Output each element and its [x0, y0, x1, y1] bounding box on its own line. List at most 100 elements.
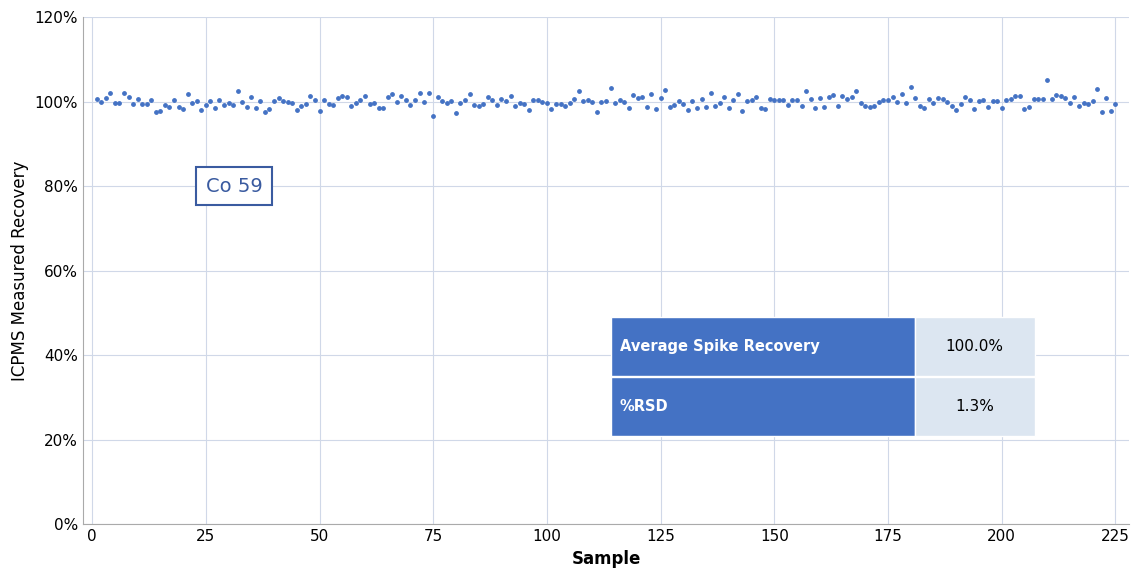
Point	[656, 85, 674, 94]
Point	[969, 96, 988, 105]
Point	[247, 104, 265, 113]
Point	[788, 96, 806, 105]
Point	[852, 98, 870, 108]
Point	[620, 104, 638, 113]
Text: 1.3%: 1.3%	[956, 399, 994, 414]
Point	[911, 102, 929, 111]
Point	[1024, 94, 1042, 104]
Point	[474, 100, 493, 109]
Point	[716, 93, 734, 102]
Point	[137, 100, 155, 109]
Point	[215, 100, 233, 109]
Point	[351, 95, 369, 104]
Point	[943, 102, 961, 111]
Point	[102, 89, 120, 98]
Point	[884, 93, 902, 102]
Point	[711, 99, 729, 108]
Point	[424, 111, 442, 120]
Point	[178, 89, 197, 98]
Point	[652, 94, 670, 103]
Point	[438, 98, 456, 108]
Point	[601, 83, 620, 93]
Point	[906, 94, 925, 103]
Point	[493, 94, 511, 104]
Point	[114, 89, 133, 98]
Point	[537, 98, 555, 108]
Point	[833, 91, 852, 101]
Point	[583, 97, 601, 107]
Point	[815, 102, 833, 112]
Point	[410, 89, 429, 98]
Point	[702, 89, 720, 98]
Point	[929, 93, 948, 102]
Point	[442, 97, 461, 106]
Point	[792, 101, 810, 110]
Point	[297, 100, 315, 109]
Point	[279, 98, 297, 107]
Point	[447, 108, 465, 117]
Point	[288, 105, 306, 115]
Point	[123, 100, 142, 109]
Point	[633, 93, 652, 102]
Point	[520, 105, 538, 114]
Point	[315, 96, 334, 105]
Point	[555, 101, 574, 111]
Point	[183, 98, 201, 108]
Point	[1029, 94, 1047, 104]
Point	[511, 99, 529, 108]
Point	[820, 93, 838, 102]
Point	[983, 96, 1001, 105]
Point	[465, 100, 483, 109]
Point	[483, 95, 502, 104]
Point	[997, 95, 1015, 104]
Point	[429, 93, 447, 102]
Point	[606, 98, 624, 107]
Point	[720, 104, 738, 113]
Point	[578, 96, 597, 105]
Point	[187, 97, 206, 106]
Point	[697, 102, 716, 111]
Point	[151, 107, 169, 116]
Point	[105, 98, 123, 108]
Point	[1042, 94, 1061, 103]
Point	[965, 104, 983, 113]
Point	[533, 97, 551, 107]
Point	[574, 96, 592, 105]
Point	[456, 95, 474, 104]
Point	[1061, 99, 1079, 108]
Point	[401, 101, 419, 110]
FancyBboxPatch shape	[612, 317, 914, 376]
Point	[1088, 85, 1106, 94]
Text: Co 59: Co 59	[206, 177, 263, 196]
Point	[706, 101, 725, 111]
Point	[525, 96, 543, 105]
Point	[378, 93, 397, 102]
Point	[1020, 102, 1038, 112]
Point	[729, 90, 748, 99]
Point	[592, 97, 610, 107]
Point	[210, 95, 229, 104]
Point	[765, 96, 783, 105]
Point	[870, 97, 888, 107]
Point	[960, 96, 978, 105]
Point	[751, 104, 769, 113]
Point	[365, 98, 383, 107]
Point	[856, 101, 874, 111]
Point	[133, 100, 151, 109]
Point	[311, 107, 329, 116]
Point	[270, 93, 288, 102]
Point	[1070, 101, 1088, 111]
Point	[861, 102, 879, 111]
Point	[306, 95, 325, 104]
Point	[488, 100, 506, 109]
Point	[743, 96, 761, 105]
Point	[738, 96, 757, 105]
Point	[610, 96, 629, 105]
Text: %RSD: %RSD	[620, 399, 669, 414]
Point	[360, 100, 378, 109]
Text: Average Spike Recovery: Average Spike Recovery	[620, 339, 820, 354]
Point	[128, 94, 146, 103]
Point	[679, 105, 697, 115]
Point	[155, 100, 174, 109]
FancyBboxPatch shape	[914, 317, 1034, 376]
